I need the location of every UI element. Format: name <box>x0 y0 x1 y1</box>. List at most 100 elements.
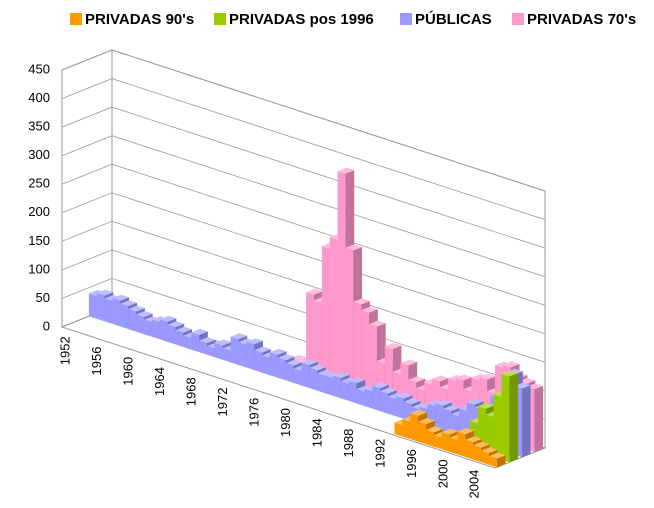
column-top <box>372 382 389 389</box>
x-tick-label: 1964 <box>152 367 167 396</box>
x-tick-label: 1984 <box>309 418 324 447</box>
column-top <box>353 298 370 305</box>
column-top <box>502 361 520 368</box>
y-tick-label: 200 <box>28 204 50 219</box>
column-top <box>403 398 421 405</box>
column-front <box>364 388 373 409</box>
column-side <box>496 455 506 468</box>
x-tick-label: 1960 <box>120 357 135 386</box>
column-top <box>332 372 350 379</box>
column-top <box>309 364 326 371</box>
column-front <box>246 341 255 371</box>
column-top <box>112 294 130 301</box>
grid-line <box>61 192 546 335</box>
column-front <box>207 346 215 358</box>
column-top <box>345 244 363 251</box>
column-top <box>408 376 425 383</box>
y-tick-label: 300 <box>28 147 50 162</box>
column-front <box>254 350 263 373</box>
column-top <box>384 342 402 349</box>
column-top <box>489 452 506 459</box>
column-front <box>183 335 192 350</box>
column-front <box>293 368 302 386</box>
column-front <box>356 389 365 406</box>
column-top <box>361 306 378 313</box>
column-top <box>435 399 452 406</box>
left-wall <box>61 49 113 328</box>
column-front <box>144 319 152 337</box>
column-front <box>309 368 318 391</box>
x-tick-label: 1988 <box>341 429 356 458</box>
column-top <box>426 426 443 433</box>
column-top <box>410 409 427 416</box>
grid-line <box>61 135 546 278</box>
column <box>501 370 519 463</box>
column-top <box>443 405 460 412</box>
column-top <box>479 373 496 380</box>
column-top <box>317 370 334 376</box>
x-tick-label: 2004 <box>467 470 482 499</box>
column-front <box>395 396 404 419</box>
column-top <box>254 346 271 353</box>
column-front <box>306 292 314 381</box>
column-front <box>214 343 223 360</box>
x-tick-label: 1980 <box>278 408 293 437</box>
column-front <box>489 456 497 468</box>
column-front <box>473 445 482 463</box>
y-tick-label: 100 <box>28 261 50 276</box>
column-top <box>457 428 475 435</box>
column-front <box>329 237 338 389</box>
column-top <box>290 355 307 362</box>
grid-line <box>61 249 546 392</box>
x-tick-label: 1952 <box>57 336 72 365</box>
column-front <box>457 431 466 457</box>
column-front <box>262 355 270 376</box>
y-tick-label: 250 <box>28 176 50 191</box>
y-tick-label: 0 <box>43 318 50 333</box>
column-front <box>361 310 369 399</box>
column-top <box>380 387 397 394</box>
x-tick-label: 1972 <box>215 388 230 417</box>
column <box>489 452 506 468</box>
column-top <box>191 328 208 335</box>
legend-label: PRIVADAS 90's <box>85 11 194 28</box>
column-front <box>481 450 489 465</box>
column-top <box>199 337 216 344</box>
x-tick-label: 1976 <box>246 398 261 427</box>
column-top <box>285 359 303 366</box>
column-front <box>269 352 278 378</box>
column-front <box>104 298 113 324</box>
column-top <box>159 315 177 322</box>
column-front <box>175 330 184 347</box>
column-top <box>128 305 145 312</box>
x-tick-label: 1956 <box>89 347 104 376</box>
legend-label: PÚBLICAS <box>415 10 492 28</box>
grid-line <box>61 49 546 192</box>
column-top <box>465 436 482 443</box>
column-side <box>521 385 531 458</box>
column-front <box>501 374 510 463</box>
column-front <box>402 419 411 440</box>
column-front <box>167 324 176 345</box>
grid-line <box>61 106 546 249</box>
column-front <box>435 403 444 432</box>
column-top <box>466 398 484 405</box>
column-front <box>238 342 247 368</box>
column-front <box>112 298 121 327</box>
column-top <box>214 339 232 346</box>
column-top <box>230 333 248 340</box>
column-front <box>222 348 231 363</box>
column-front <box>230 336 239 365</box>
grid-line <box>61 163 546 306</box>
column-front <box>88 293 97 319</box>
grid-line <box>61 78 546 220</box>
legend-label: PRIVADAS pos 1996 <box>229 11 374 28</box>
column-top <box>514 382 531 389</box>
column-front <box>410 413 419 442</box>
column-front <box>128 309 137 332</box>
column-front <box>159 319 168 342</box>
column-front <box>337 171 346 391</box>
grid-line <box>61 220 546 363</box>
column-front <box>340 381 349 401</box>
